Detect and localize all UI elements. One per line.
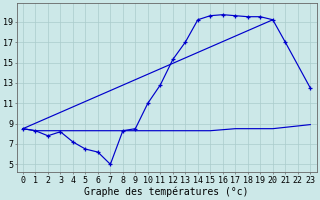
X-axis label: Graphe des températures (°c): Graphe des températures (°c) [84,186,249,197]
